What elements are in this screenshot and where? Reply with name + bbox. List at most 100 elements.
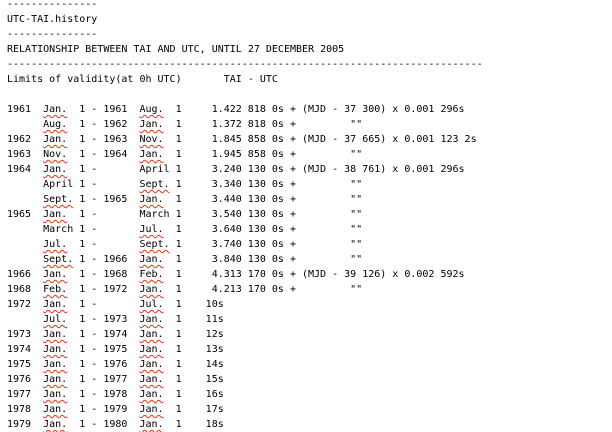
column-headers: Limits of validity(at 0h UTC) TAI - UTC (7, 72, 607, 87)
table-row: 1966 Jan. 1-1968 Feb. 1 4.313 170 0s + (MJD -… (7, 267, 607, 282)
column-header-value: TAI - UTC (223, 74, 278, 85)
range-separator: - (91, 389, 98, 400)
start-month: Jan. (43, 419, 68, 430)
end-year: 1961 (103, 104, 128, 115)
end-year: 1965 (103, 194, 128, 205)
range-separator: - (91, 269, 98, 280)
range-separator: - (91, 359, 98, 370)
end-day: 1 (175, 359, 182, 370)
end-month: Jul. (139, 299, 164, 310)
end-month: Nov. (139, 134, 164, 145)
start-day: 1 (79, 239, 86, 250)
table-row: Sept. 1-1965 Jan. 1 3.440 130 0s + "" (7, 192, 607, 207)
end-month: Jul. (139, 224, 164, 235)
tai-utc-value: 3.840 130 0s + "" (211, 254, 363, 265)
end-month: Sept. (139, 239, 170, 250)
start-year: 1966 (7, 269, 32, 280)
start-month: Jan. (43, 299, 68, 310)
end-month: Jan. (139, 254, 164, 265)
tai-utc-value: 3.340 130 0s + "" (211, 179, 363, 190)
tai-utc-value: 10s (205, 299, 224, 310)
tai-utc-value: 15s (205, 374, 224, 385)
start-day: 1 (79, 224, 86, 235)
range-separator: - (91, 299, 98, 310)
start-month: Jan. (43, 104, 68, 115)
rule-under-title: --------------- (7, 29, 98, 40)
end-year: 1964 (103, 149, 128, 160)
tai-utc-value: 3.740 130 0s + "" (211, 239, 363, 250)
start-day: 1 (79, 179, 86, 190)
start-year: 1964 (7, 164, 32, 175)
range-separator: - (91, 329, 98, 340)
range-separator: - (91, 239, 98, 250)
range-separator: - (91, 404, 98, 415)
start-year: 1976 (7, 374, 32, 385)
end-month: Jan. (139, 359, 164, 370)
end-month: Jan. (139, 389, 164, 400)
end-year: 1977 (103, 374, 128, 385)
table-row: 1978 Jan. 1-1979 Jan. 1 17s (7, 402, 607, 417)
end-year: 1962 (103, 119, 128, 130)
start-month: Jan. (43, 269, 68, 280)
tai-utc-value: 12s (205, 329, 224, 340)
range-separator: - (91, 164, 98, 175)
end-day: 1 (175, 104, 182, 115)
start-year: 1973 (7, 329, 32, 340)
start-month: Jan. (43, 359, 68, 370)
start-day: 1 (79, 404, 86, 415)
end-day: 1 (175, 179, 182, 190)
start-day: 1 (79, 269, 86, 280)
end-month: Jan. (139, 194, 164, 205)
range-separator: - (91, 284, 98, 295)
end-month: Jan. (139, 404, 164, 415)
end-day: 1 (175, 224, 182, 235)
start-year: 1979 (7, 419, 32, 430)
end-month: Jan. (139, 419, 164, 430)
column-header-limits: Limits of validity(at 0h UTC) (7, 74, 182, 85)
tai-utc-value: 1.945 858 0s + "" (211, 149, 363, 160)
start-day: 1 (79, 134, 86, 145)
table-row: 1979 Jan. 1-1980 Jan. 1 18s (7, 417, 607, 432)
range-separator: - (91, 314, 98, 325)
start-year: 1972 (7, 299, 32, 310)
start-month: Jan. (43, 344, 68, 355)
range-separator: - (91, 374, 98, 385)
start-day: 1 (79, 104, 86, 115)
end-day: 1 (175, 329, 182, 340)
tai-utc-value: 18s (205, 419, 224, 430)
tai-utc-value: 1.372 818 0s + "" (211, 119, 363, 130)
end-year: 1975 (103, 344, 128, 355)
start-month: Sept. (43, 194, 74, 205)
end-month: Jan. (139, 119, 164, 130)
end-month: Aug. (139, 104, 164, 115)
tai-utc-value: 3.640 130 0s + "" (211, 224, 363, 235)
start-month: Jul. (43, 314, 68, 325)
start-month: Jul. (43, 239, 68, 250)
tai-utc-value: 11s (205, 314, 224, 325)
start-month: Aug. (43, 119, 68, 130)
start-month: April (43, 179, 74, 190)
tai-utc-value: 13s (205, 344, 224, 355)
end-year: 1973 (103, 314, 128, 325)
range-separator: - (91, 134, 98, 145)
start-month: Jan. (43, 374, 68, 385)
start-year: 1977 (7, 389, 32, 400)
start-day: 1 (79, 149, 86, 160)
end-day: 1 (175, 149, 182, 160)
end-day: 1 (175, 344, 182, 355)
start-day: 1 (79, 344, 86, 355)
range-separator: - (91, 179, 98, 190)
start-month: Jan. (43, 209, 68, 220)
document-heading: RELATIONSHIP BETWEEN TAI AND UTC, UNTIL … (7, 44, 345, 55)
table-row: 1962 Jan. 1-1963 Nov. 1 1.845 858 0s + (MJD -… (7, 132, 607, 147)
start-month: Jan. (43, 164, 68, 175)
start-year: 1962 (7, 134, 32, 145)
start-month: Jan. (43, 389, 68, 400)
end-day: 1 (175, 269, 182, 280)
start-day: 1 (79, 419, 86, 430)
end-day: 1 (175, 119, 182, 130)
end-day: 1 (175, 314, 182, 325)
end-month: April (139, 164, 170, 175)
end-day: 1 (175, 404, 182, 415)
table-row: Jul. 1-1973 Jan. 1 11s (7, 312, 607, 327)
